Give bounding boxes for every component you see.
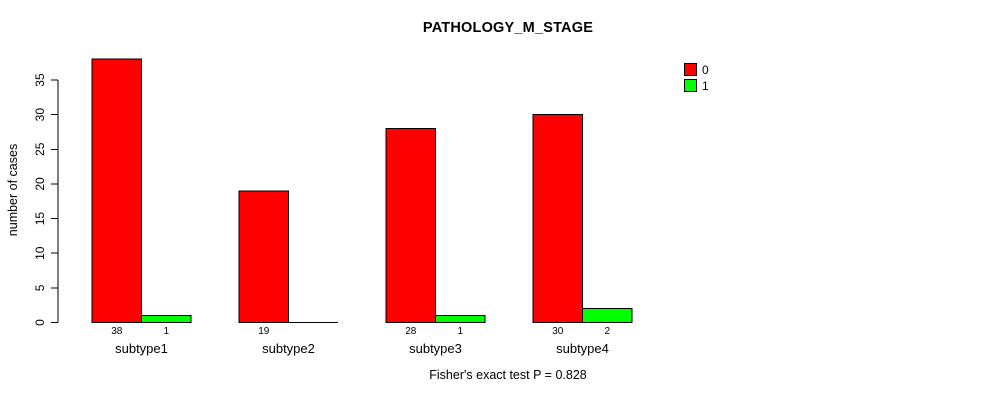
bar-value-label: 28 bbox=[405, 326, 417, 337]
y-axis-tick-label: 0 bbox=[33, 319, 47, 326]
x-axis-category-label: subtype1 bbox=[115, 341, 168, 356]
legend-item-0: 0 bbox=[684, 63, 709, 76]
legend-swatch-red bbox=[684, 63, 697, 76]
bar-value-label: 19 bbox=[258, 326, 270, 337]
bar-subtype3-0 bbox=[385, 128, 436, 323]
y-axis-tick-label: 15 bbox=[33, 212, 47, 226]
bar-value-label: 30 bbox=[552, 326, 564, 337]
y-axis-tick-label: 20 bbox=[33, 177, 47, 191]
bar-value-label: 1 bbox=[457, 326, 463, 337]
legend-item-1: 1 bbox=[684, 79, 709, 92]
y-axis-tick-label: 10 bbox=[33, 246, 47, 260]
x-axis-category-label: subtype3 bbox=[409, 341, 462, 356]
legend-label-0: 0 bbox=[702, 62, 709, 77]
bar-value-label: 2 bbox=[604, 326, 610, 337]
chart-title: PATHOLOGY_M_STAGE bbox=[422, 20, 594, 36]
bar-value-label: 1 bbox=[163, 326, 169, 337]
legend-label-1: 1 bbox=[702, 78, 709, 93]
legend: 0 1 bbox=[684, 63, 709, 95]
bar-value-label: 38 bbox=[111, 326, 123, 337]
bar-subtype2-0 bbox=[238, 190, 289, 323]
annotation-text: Fisher's exact test P = 0.828 bbox=[429, 368, 587, 382]
y-axis-tick-label: 5 bbox=[33, 284, 47, 291]
bar-subtype1-0 bbox=[91, 58, 142, 323]
bar-subtype3-1 bbox=[435, 315, 486, 324]
bar-subtype4-0 bbox=[532, 114, 583, 324]
x-axis-category-label: subtype2 bbox=[262, 341, 315, 356]
legend-swatch-green bbox=[684, 79, 697, 92]
y-axis-tick-label: 25 bbox=[33, 142, 47, 156]
bar-subtype1-1 bbox=[141, 315, 192, 324]
y-axis-tick-label: 35 bbox=[33, 73, 47, 87]
x-axis-category-label: subtype4 bbox=[556, 341, 609, 356]
y-axis-tick-label: 30 bbox=[33, 108, 47, 122]
bar-subtype4-1 bbox=[582, 308, 633, 323]
